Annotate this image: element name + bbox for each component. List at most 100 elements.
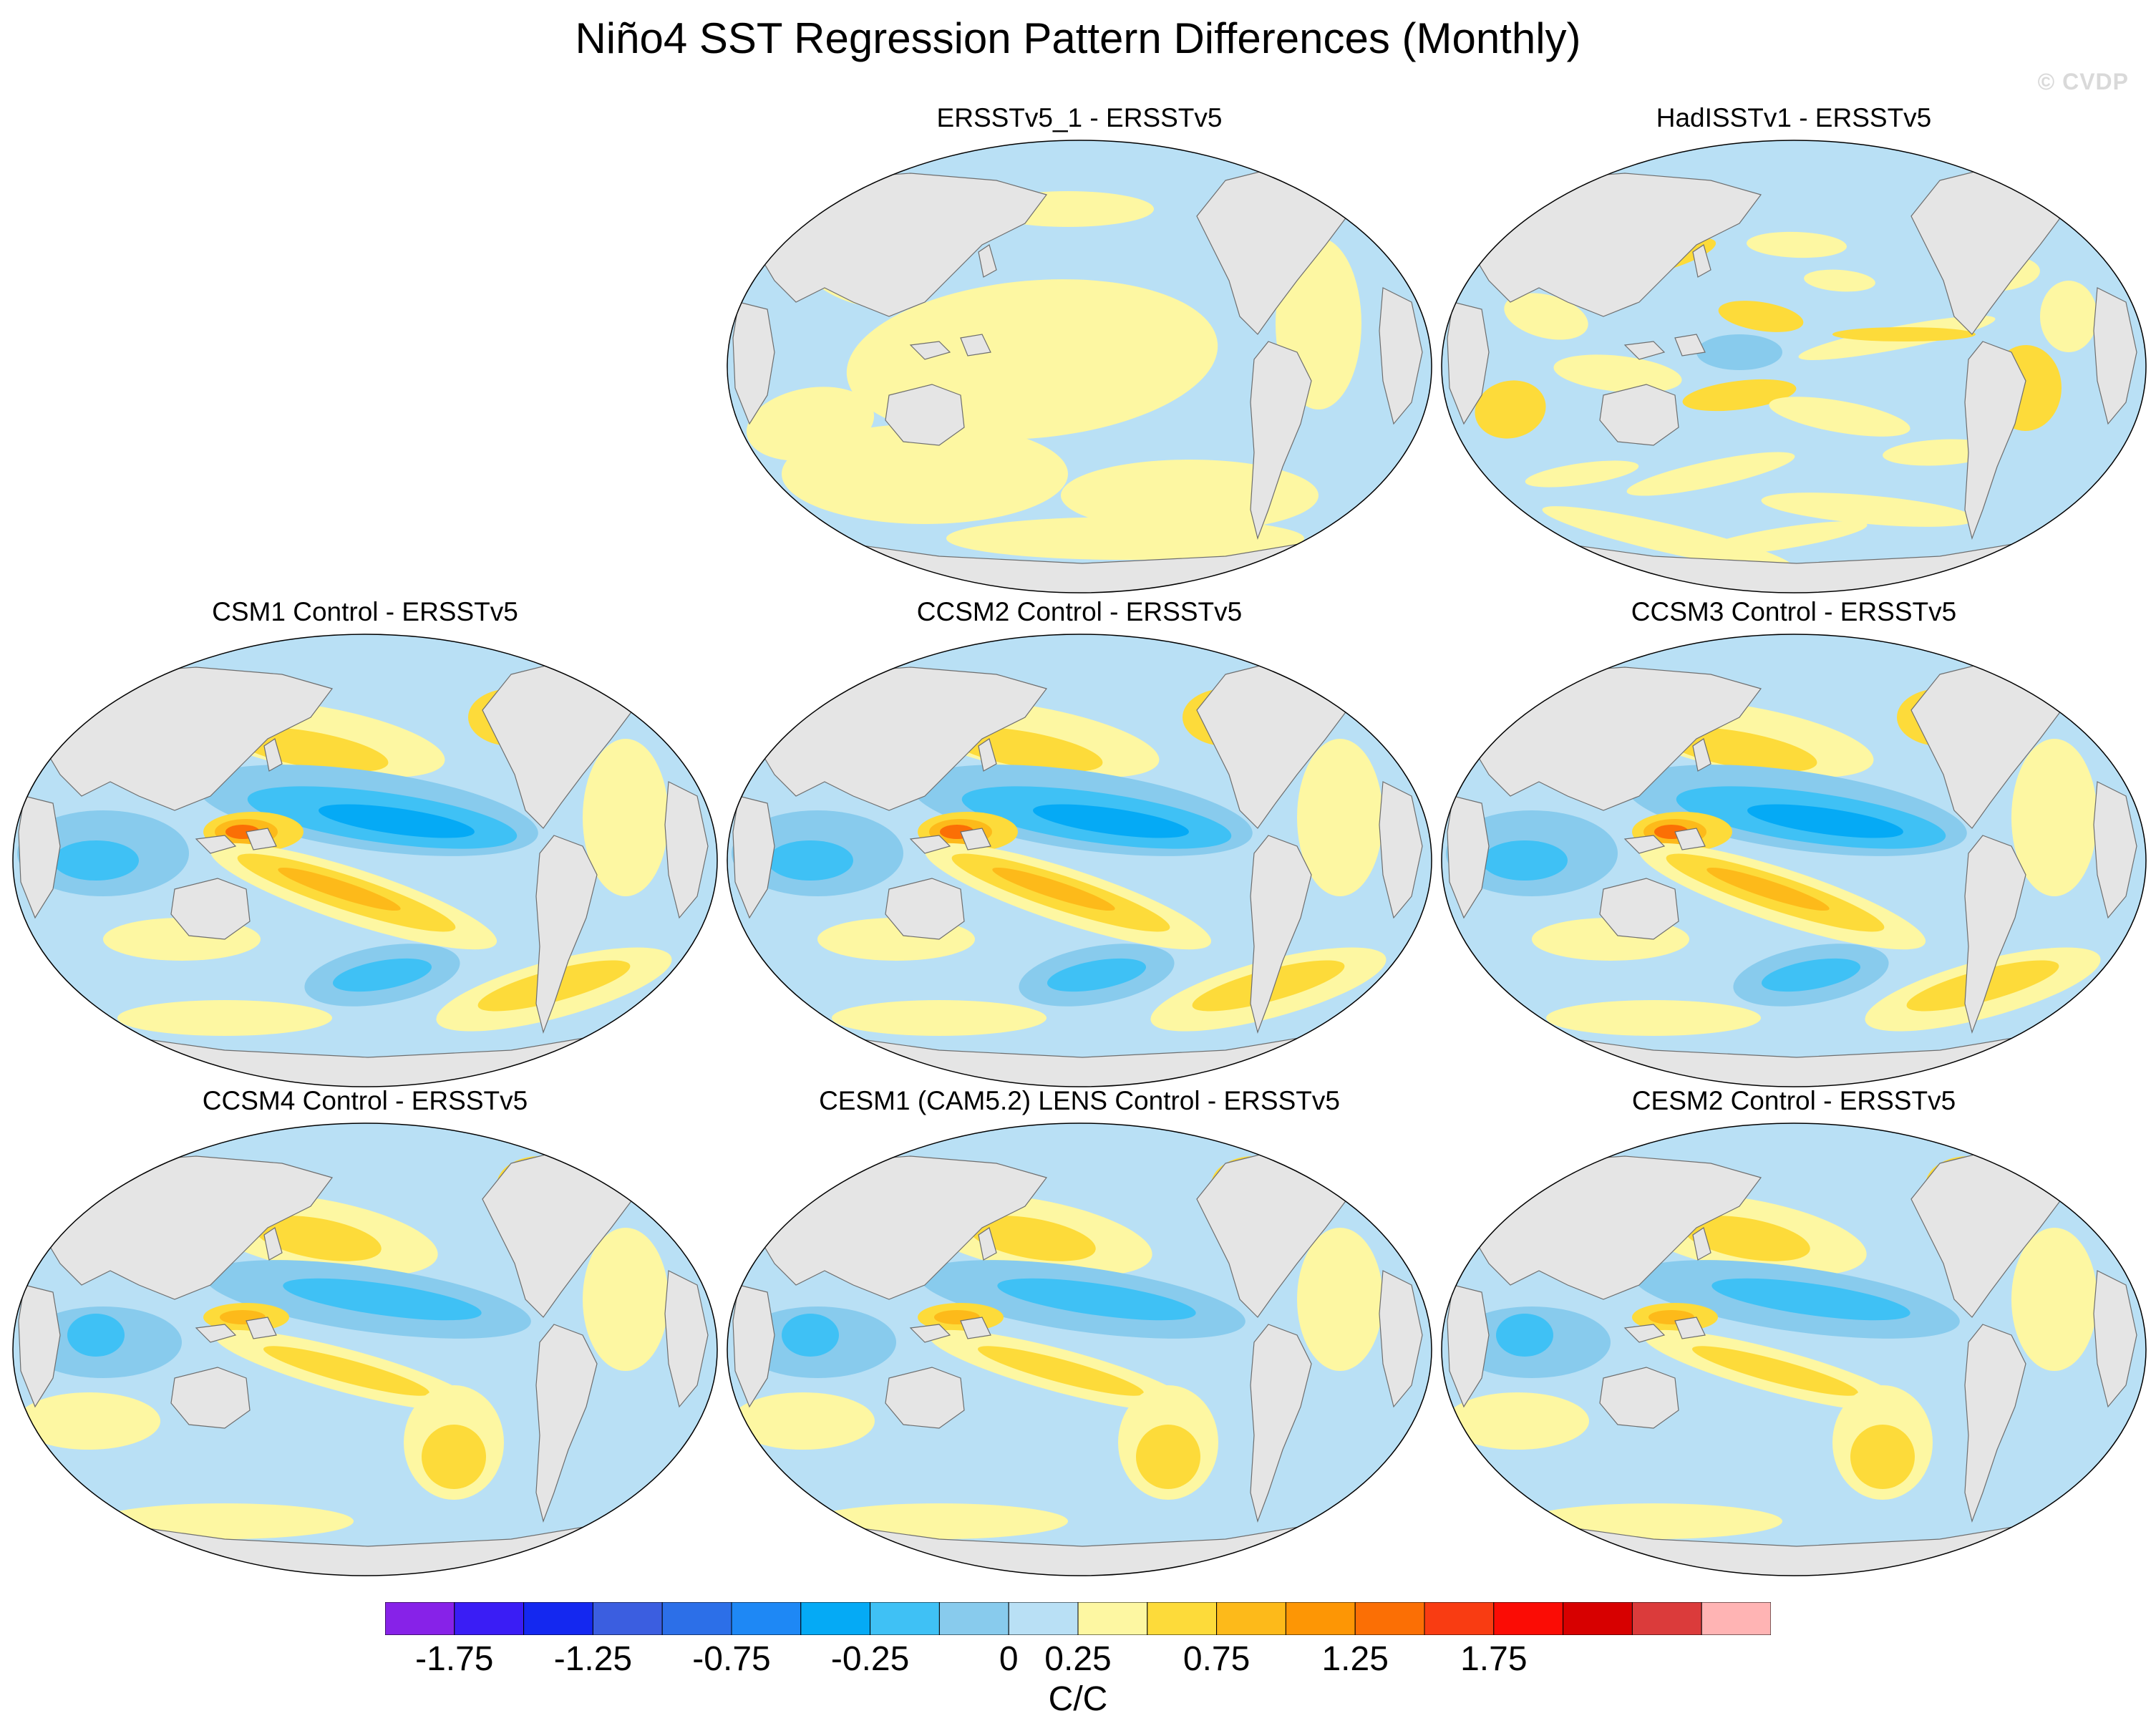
land-polygon [263,738,283,772]
panel-title: CESM1 (CAM5.2) LENS Control - ERSSTv5 [819,1086,1340,1115]
colorbar-box-15 [1424,1602,1495,1635]
sst-anomaly-region [1769,397,1910,437]
land-polygon [1379,1270,1423,1408]
land-polygon [909,341,951,360]
sst-anomaly-region [1683,1216,1810,1261]
land-polygon [885,384,965,446]
land-polygon [1336,1148,1380,1189]
land-polygon [1623,341,1666,360]
panel-hadisstv1: HadISSTv1 - ERSSTv5 [1439,102,2149,596]
sst-anomaly-region [2040,281,2097,352]
sst-anomaly-region [263,1346,429,1396]
land-polygon [246,1317,277,1339]
sst-anomaly-region [968,1216,1096,1261]
land-polygon [1692,738,1711,772]
landmasses [732,165,1423,593]
sst-anomaly-region [2011,739,2097,896]
land-polygon [1447,301,1490,425]
colorbar-box-9 [1008,1602,1079,1635]
map-boundary [12,1123,718,1576]
sst-anomaly-region [1761,958,1861,992]
sst-anomaly-region [810,1503,1068,1539]
sst-anomaly-region [832,1000,1047,1036]
land-polygon [732,795,775,919]
sst-anomaly-region [1706,867,1830,911]
sst-anomaly-region [1696,334,1782,370]
map-cesm1 [727,1123,1432,1576]
sst-anomaly-region [254,1216,382,1261]
land-polygon [2050,1148,2094,1189]
map-hadisstv1 [1441,140,2147,593]
land-polygon [1623,1324,1666,1343]
land-polygon [960,828,991,850]
land-polygon [1964,341,2026,540]
land-polygon [535,835,598,1034]
sst-anomaly-region [997,1278,1196,1321]
land-polygon [2050,659,2094,700]
sst-anomaly-region [1047,958,1147,992]
land-polygon [246,828,277,850]
land-polygon [1692,1227,1711,1261]
land-polygon [1599,878,1679,940]
land-polygon [732,301,775,425]
colorbar-box-4 [661,1602,732,1635]
sst-anomaly-region [1446,1392,1589,1450]
sst-anomaly-region [1546,1000,1761,1036]
sst-anomaly-region [1832,327,1976,341]
cvdp-watermark: © CVDP [2037,69,2129,94]
sst-anomaly-region [1553,354,1682,393]
sst-anomaly-region [1747,804,1903,838]
land-polygon [664,1270,709,1408]
panel-ccsm2: CCSM2 Control - ERSSTv5 [724,596,1434,1090]
land-polygon [1447,1284,1490,1408]
map-boundary [1441,1123,2147,1576]
land-polygon [1599,384,1679,446]
land-polygon [2093,1270,2137,1408]
land-polygon [909,1324,951,1343]
land-polygon [170,878,251,940]
colorbar-box-8 [938,1602,1009,1635]
colorbar-tick-label: 0 [999,1640,1019,1678]
land-polygon [1674,1317,1706,1339]
map-boundary [1441,140,2147,593]
land-polygon [1250,1324,1312,1523]
sst-anomaly-region [233,727,389,772]
land-polygon [195,1324,237,1343]
land-polygon [18,1284,61,1408]
land-polygon [1379,287,1423,425]
sst-anomaly-region [1496,1314,1553,1357]
land-polygon [18,795,61,919]
panel-erssTv5-1: ERSSTv5_1 - ERSSTv5 [724,102,1434,596]
sst-anomaly-region [583,1228,669,1371]
sst-anomaly-region [732,1392,875,1450]
colorbar-tick-label: 0.25 [1044,1640,1112,1678]
sst-anomaly-region [17,1392,160,1450]
panel-title: HadISSTv1 - ERSSTv5 [1656,103,1932,132]
land-polygon [621,1148,666,1189]
sst-anomaly-region [1850,1425,1915,1489]
land-polygon [1674,334,1706,357]
colorbar-tick-label: -0.25 [830,1640,910,1678]
map-ccsm4 [12,1123,718,1576]
land-polygon [1447,795,1490,919]
land-polygon [960,334,991,357]
sst-anomaly-region [767,840,853,881]
colorbar-tick-label: 1.25 [1321,1640,1389,1678]
sst-anomaly-region [332,958,432,992]
sst-anomaly-region [2011,1228,2097,1371]
land-polygon [960,1317,991,1339]
panel-csm1: CSM1 Control - ERSSTv5 [10,596,720,1090]
land-polygon [1964,835,2026,1034]
sst-anomaly-region [1747,231,1847,258]
colorbar-box-5 [731,1602,802,1635]
sst-anomaly-region [1761,493,1976,527]
sst-anomaly-region [782,1314,839,1357]
sst-anomaly-region [1682,379,1797,412]
sst-anomaly-region [1297,1228,1383,1371]
land-polygon [1336,165,1380,206]
sst-anomaly-region [53,840,139,881]
sst-anomaly-region [583,739,669,896]
map-boundary [727,140,1432,593]
map-cesm2 [1441,1123,2147,1576]
land-polygon [1599,1367,1679,1429]
